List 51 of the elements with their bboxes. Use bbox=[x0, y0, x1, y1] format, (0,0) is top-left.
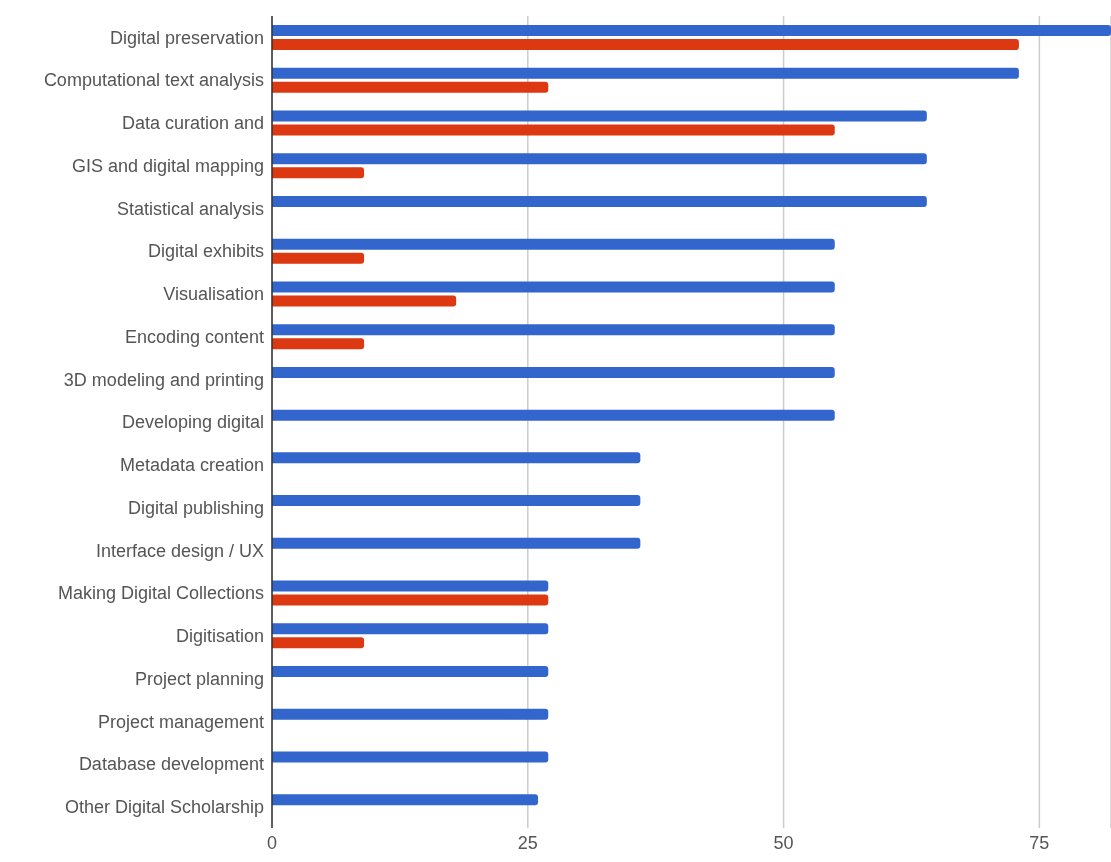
bar bbox=[272, 580, 549, 592]
bar bbox=[272, 281, 835, 293]
bar bbox=[272, 295, 457, 307]
y-tick-label: GIS and digital mapping bbox=[71, 155, 264, 176]
x-tick-label: 75 bbox=[1029, 832, 1050, 853]
bar bbox=[272, 751, 549, 763]
bar bbox=[272, 366, 835, 378]
y-tick-label: Visualisation bbox=[163, 284, 264, 305]
bar bbox=[272, 252, 365, 264]
bar bbox=[272, 452, 641, 464]
bar bbox=[272, 537, 641, 549]
bar bbox=[272, 39, 1019, 50]
y-tick-label: Database development bbox=[78, 754, 264, 775]
bar bbox=[272, 67, 1019, 79]
bar bbox=[272, 495, 641, 507]
y-tick-label: Developing digital bbox=[121, 412, 264, 433]
bar bbox=[272, 25, 1111, 36]
bar bbox=[272, 666, 549, 678]
bar bbox=[272, 195, 927, 207]
x-tick-label: 25 bbox=[517, 832, 538, 853]
bar bbox=[272, 238, 835, 250]
bar bbox=[272, 409, 835, 421]
y-tick-label: Data curation and bbox=[121, 113, 264, 134]
bar bbox=[272, 153, 927, 165]
y-tick-label: Encoding content bbox=[124, 326, 264, 347]
y-tick-label: Digitisation bbox=[175, 626, 264, 647]
y-tick-label: 3D modeling and printing bbox=[63, 369, 264, 390]
bar bbox=[272, 124, 835, 136]
bar bbox=[272, 81, 549, 93]
y-tick-label: Project management bbox=[97, 711, 264, 732]
y-tick-label: Statistical analysis bbox=[116, 198, 264, 219]
y-tick-label: Digital preservation bbox=[109, 27, 264, 48]
bar bbox=[272, 708, 549, 720]
bar bbox=[272, 338, 365, 350]
y-tick-label: Computational text analysis bbox=[43, 70, 264, 91]
bar bbox=[272, 623, 549, 635]
bar bbox=[272, 167, 365, 179]
y-tick-label: Metadata creation bbox=[119, 455, 264, 476]
y-tick-label: Other Digital Scholarship bbox=[64, 797, 264, 818]
y-tick-label: Interface design / UX bbox=[95, 540, 264, 561]
y-tick-label: Digital publishing bbox=[127, 497, 264, 518]
bar bbox=[272, 794, 539, 806]
y-tick-label: Project planning bbox=[134, 668, 264, 689]
y-tick-label: Digital exhibits bbox=[147, 241, 264, 262]
bar bbox=[272, 324, 835, 336]
x-tick-label: 50 bbox=[773, 832, 794, 853]
x-tick-label: 0 bbox=[266, 832, 278, 853]
bar bbox=[272, 594, 549, 606]
bar bbox=[272, 110, 927, 122]
y-tick-label: Making Digital Collections bbox=[57, 583, 264, 604]
bar bbox=[272, 637, 365, 649]
